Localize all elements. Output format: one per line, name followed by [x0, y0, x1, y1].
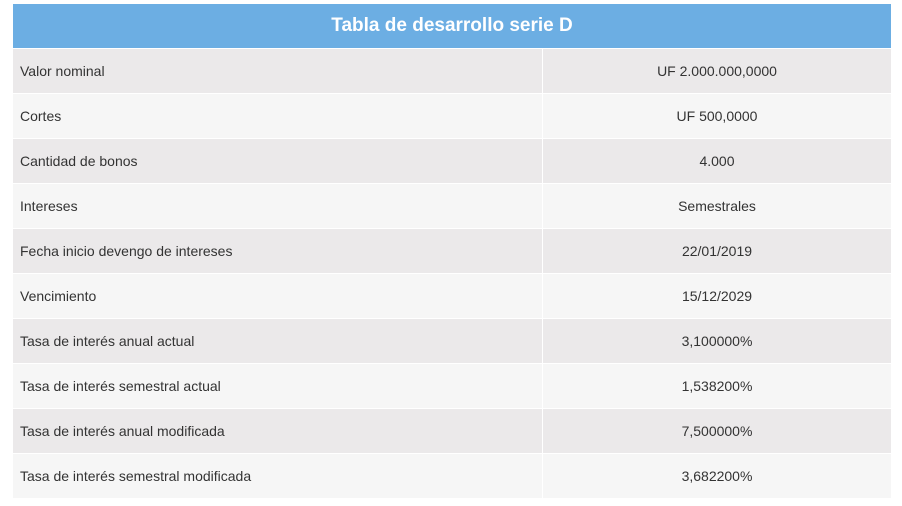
row-label: Tasa de interés anual actual	[13, 318, 543, 364]
row-value: UF 2.000.000,0000	[542, 49, 891, 94]
table-row: Vencimiento 15/12/2029	[13, 273, 891, 319]
row-label: Intereses	[13, 183, 543, 229]
table-row: Cantidad de bonos 4.000	[13, 138, 891, 184]
row-value: 22/01/2019	[542, 228, 891, 274]
row-value: 4.000	[542, 138, 891, 184]
table-row: Tasa de interés anual modificada 7,50000…	[13, 408, 891, 454]
table-row: Cortes UF 500,0000	[13, 93, 891, 139]
row-label: Tasa de interés semestral modificada	[13, 453, 543, 499]
row-label: Cantidad de bonos	[13, 138, 543, 184]
row-value: Semestrales	[542, 183, 891, 229]
table-row: Tasa de interés semestral actual 1,53820…	[13, 363, 891, 409]
table-title: Tabla de desarrollo serie D	[13, 4, 891, 49]
development-table: Valor nominal UF 2.000.000,0000 Cortes U…	[13, 49, 891, 499]
row-value: 3,100000%	[542, 318, 891, 364]
development-table-container: Tabla de desarrollo serie D Valor nomina…	[13, 4, 891, 499]
row-value: UF 500,0000	[542, 93, 891, 139]
row-label: Tasa de interés anual modificada	[13, 408, 543, 454]
row-label: Valor nominal	[13, 49, 543, 94]
row-label: Cortes	[13, 93, 543, 139]
row-value: 7,500000%	[542, 408, 891, 454]
table-row: Fecha inicio devengo de intereses 22/01/…	[13, 228, 891, 274]
table-row: Intereses Semestrales	[13, 183, 891, 229]
row-label: Tasa de interés semestral actual	[13, 363, 543, 409]
row-label: Vencimiento	[13, 273, 543, 319]
table-row: Tasa de interés semestral modificada 3,6…	[13, 453, 891, 499]
row-value: 3,682200%	[542, 453, 891, 499]
row-value: 1,538200%	[542, 363, 891, 409]
table-row: Tasa de interés anual actual 3,100000%	[13, 318, 891, 364]
table-row: Valor nominal UF 2.000.000,0000	[13, 49, 891, 94]
row-value: 15/12/2029	[542, 273, 891, 319]
row-label: Fecha inicio devengo de intereses	[13, 228, 543, 274]
